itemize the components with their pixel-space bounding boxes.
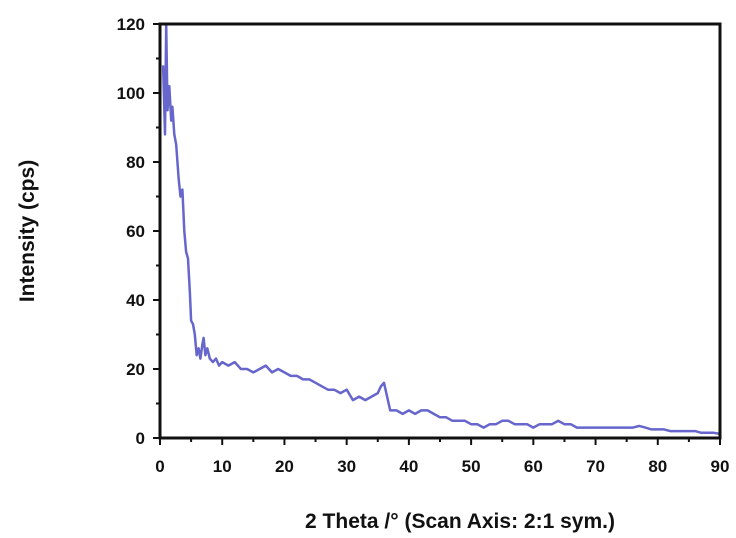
y-tick-label: 0 — [136, 429, 145, 448]
y-axis-title: Intensity (cps) — [16, 160, 39, 302]
x-tick-label: 30 — [337, 457, 356, 476]
y-tick-label: 100 — [117, 84, 145, 103]
x-tick-label: 80 — [648, 457, 667, 476]
series-group — [161, 22, 721, 436]
x-tick-label: 70 — [586, 457, 605, 476]
y-axis-ticks: 0 20 40 60 80 100 120 — [117, 15, 160, 448]
x-tick-label: 10 — [213, 457, 232, 476]
plot-area-frame — [158, 22, 722, 440]
x-tick-label: 20 — [275, 457, 294, 476]
x-tick-label: 0 — [155, 457, 164, 476]
y-tick-label: 80 — [126, 153, 145, 172]
x-axis-ticks: 0 10 20 30 40 50 60 70 80 90 — [155, 438, 729, 476]
y-tick-label: 60 — [126, 222, 145, 241]
y-tick-label: 40 — [126, 291, 145, 310]
x-tick-label: 90 — [711, 457, 730, 476]
y-tick-label: 120 — [117, 15, 145, 34]
x-tick-label: 60 — [524, 457, 543, 476]
y-tick-label: 20 — [126, 360, 145, 379]
x-axis-title: 2 Theta /° (Scan Axis: 2:1 sym.) — [305, 510, 615, 533]
x-tick-label: 50 — [462, 457, 481, 476]
series-line — [161, 22, 721, 436]
x-tick-label: 40 — [399, 457, 418, 476]
